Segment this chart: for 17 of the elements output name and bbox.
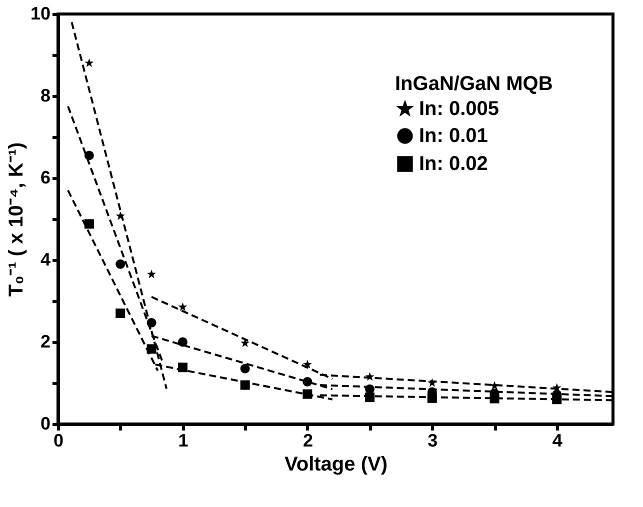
- x-tick-label: 1: [178, 430, 188, 450]
- legend-label: In: 0.02: [419, 153, 488, 175]
- legend-label: In: 0.005: [419, 98, 500, 120]
- y-tick-label: 8: [40, 86, 50, 106]
- x-axis-title: Voltage (V): [284, 454, 388, 476]
- y-tick-label: 0: [40, 414, 50, 434]
- y-tick-label: 6: [40, 168, 50, 188]
- legend-label: In: 0.01: [419, 125, 488, 147]
- y-tick-label: 2: [40, 332, 50, 352]
- y-axis-title: T₀⁻¹ ( x 10⁻⁴, K⁻¹): [5, 142, 28, 297]
- x-tick-label: 2: [302, 430, 313, 450]
- y-tick-label: 10: [30, 4, 50, 24]
- y-tick-label: 4: [40, 250, 50, 270]
- legend-title: InGaN/GaN MQB: [395, 73, 553, 95]
- x-tick-label: 4: [552, 430, 562, 450]
- x-tick-label: 0: [53, 430, 64, 450]
- x-tick-label: 3: [428, 430, 438, 450]
